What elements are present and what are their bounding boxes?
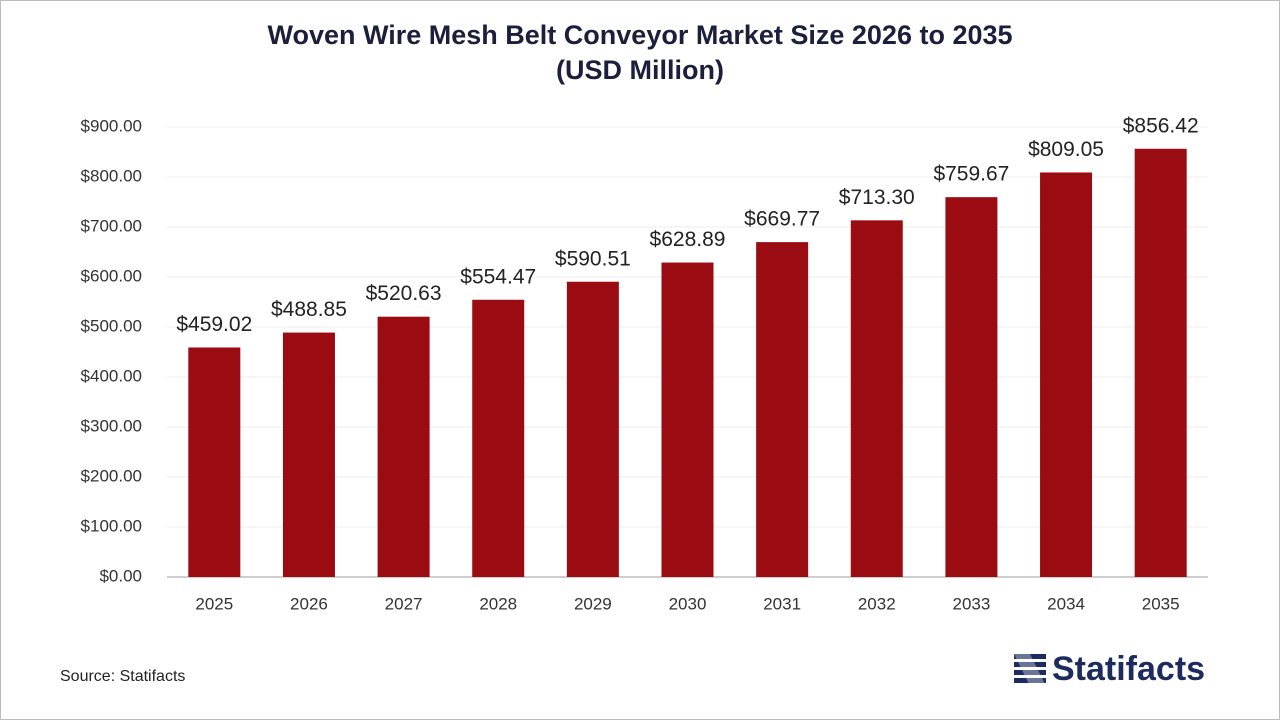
x-tick-label: 2026: [290, 594, 328, 613]
data-label: $628.89: [650, 228, 726, 251]
bar: [188, 347, 241, 577]
chart-subtitle: (USD Million): [556, 55, 724, 85]
bar: [1040, 172, 1093, 577]
data-label: $856.42: [1123, 114, 1199, 137]
data-label: $554.47: [460, 265, 536, 288]
source-note: Source: Statifacts: [60, 668, 185, 685]
y-tick-label: $200.00: [81, 466, 142, 485]
data-label: $713.30: [839, 186, 915, 209]
y-tick-label: $300.00: [81, 416, 142, 435]
data-label: $590.51: [555, 247, 631, 270]
y-tick-label: $500.00: [81, 316, 142, 335]
bar: [945, 197, 998, 578]
data-label: $669.77: [744, 208, 820, 231]
logo-icon: [1014, 654, 1046, 686]
x-tick-label: 2032: [858, 594, 896, 613]
y-tick-label: $700.00: [81, 216, 142, 235]
bar: [1134, 148, 1187, 578]
bar: [756, 242, 809, 578]
bar: [377, 316, 430, 577]
bar: [566, 281, 619, 577]
y-tick-label: $400.00: [81, 366, 142, 385]
x-tick-label: 2025: [195, 594, 233, 613]
data-label: $759.67: [933, 163, 1009, 186]
bar: [472, 299, 525, 577]
data-label: $459.02: [176, 313, 252, 336]
y-tick-label: $0.00: [99, 566, 142, 585]
data-label: $809.05: [1028, 138, 1104, 161]
x-tick-label: 2033: [952, 594, 990, 613]
logo-text: Statifacts: [1052, 650, 1205, 688]
x-tick-label: 2030: [669, 594, 707, 613]
bar: [282, 332, 335, 577]
x-tick-label: 2027: [385, 594, 423, 613]
data-label: $488.85: [271, 298, 347, 321]
bar: [661, 262, 714, 577]
y-tick-label: $900.00: [81, 116, 142, 135]
x-tick-label: 2034: [1047, 594, 1085, 613]
x-tick-label: 2035: [1142, 594, 1180, 613]
y-tick-label: $600.00: [81, 266, 142, 285]
data-label: $520.63: [366, 282, 442, 305]
bar: [850, 220, 903, 577]
chart-title: Woven Wire Mesh Belt Conveyor Market Siz…: [267, 20, 1012, 50]
x-tick-label: 2031: [763, 594, 801, 613]
x-tick-label: 2029: [574, 594, 612, 613]
y-tick-label: $800.00: [81, 166, 142, 185]
y-tick-label: $100.00: [81, 516, 142, 535]
x-tick-label: 2028: [479, 594, 517, 613]
